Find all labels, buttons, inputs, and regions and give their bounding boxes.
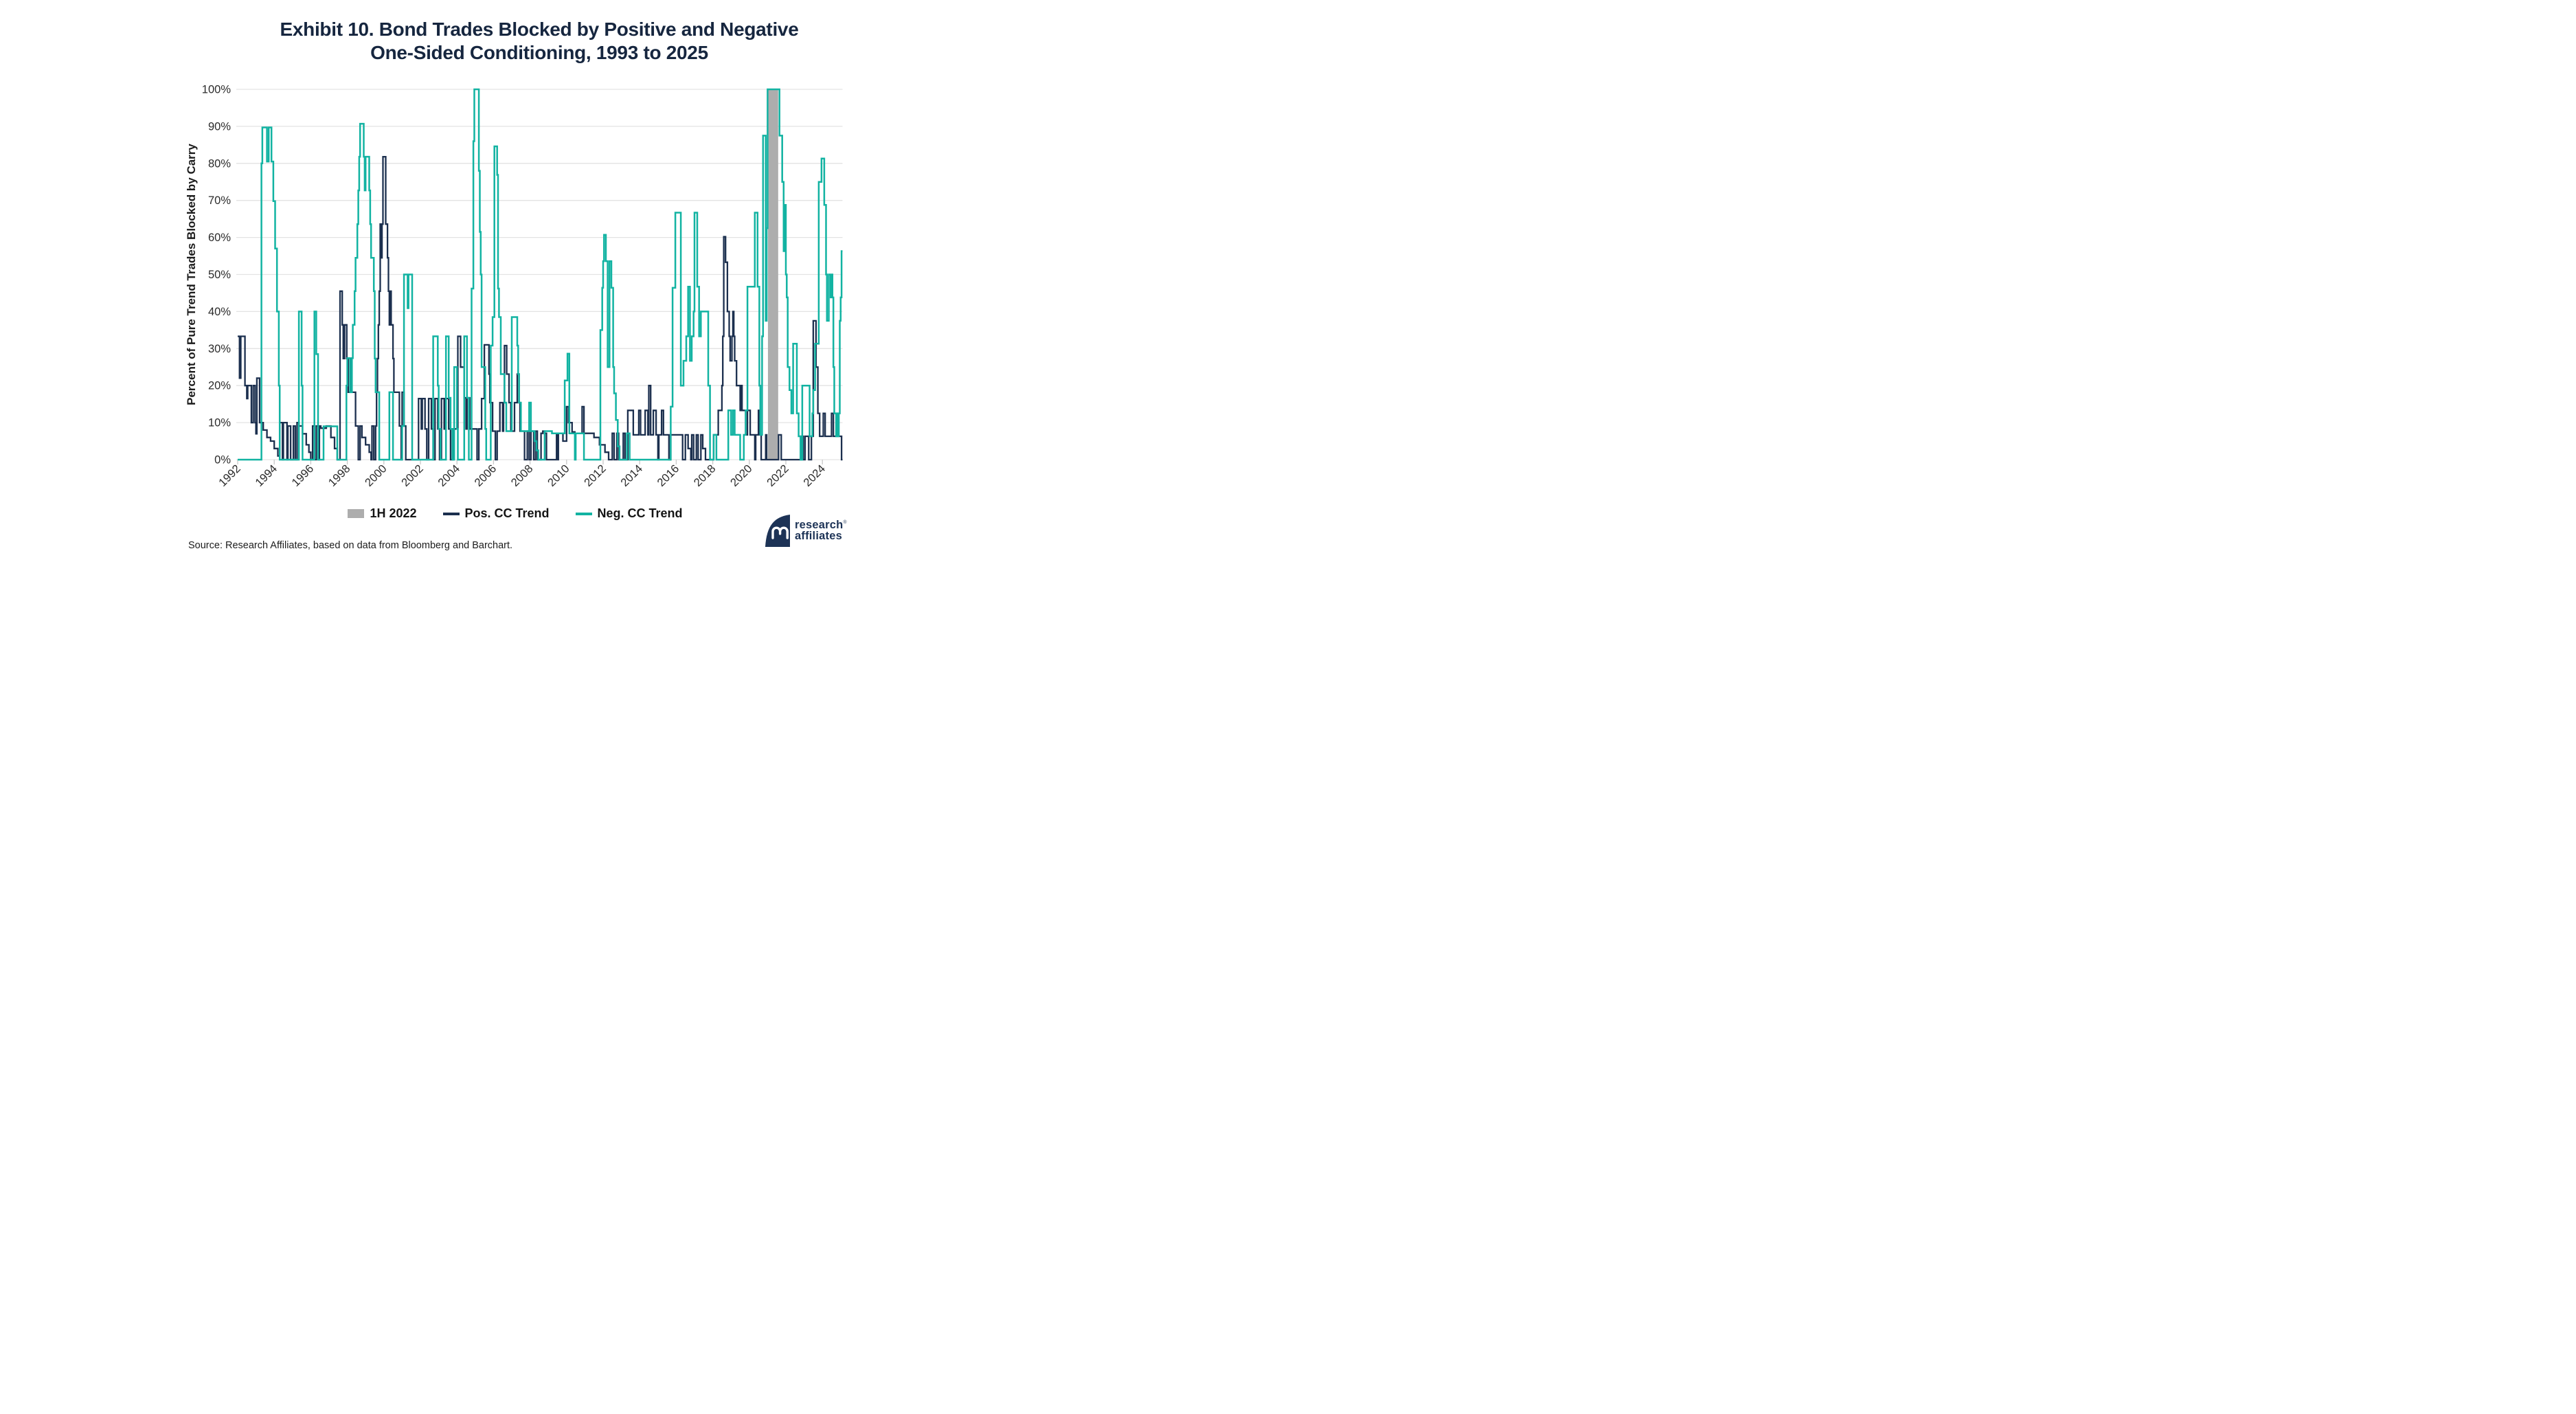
- ra-logo-registered-mark: ®: [843, 519, 847, 525]
- legend-item-neg-cc-trend: Neg. CC Trend: [575, 506, 683, 521]
- legend-label-neg-cc-trend: Neg. CC Trend: [597, 506, 683, 520]
- ra-logo-text: research® affiliates: [795, 518, 847, 542]
- series-pos-cc-trend: [238, 155, 843, 461]
- y-axis-title: Percent of Pure Trend Trades Blocked by …: [185, 144, 198, 405]
- highlight-band-1h-2022: [767, 89, 778, 460]
- legend-item-1h-2022: 1H 2022: [348, 506, 417, 521]
- x-tick-label-1996: 1996: [290, 462, 317, 489]
- legend-item-pos-cc-trend: Pos. CC Trend: [442, 506, 550, 521]
- y-tick-label-20: 20%: [208, 380, 231, 392]
- x-tick-label-2002: 2002: [399, 462, 426, 489]
- exhibit-chart: Exhibit 10. Bond Trades Blocked by Posit…: [0, 0, 1030, 565]
- chart-plot-area: 0% 10% 20% 30% 40% 50% 60% 70% 80% 90% 100% 1992 199…: [185, 84, 843, 489]
- ra-logo-icon: [765, 515, 790, 547]
- x-tick-label-2016: 2016: [655, 462, 682, 489]
- legend-swatch-1h-2022: [348, 509, 365, 518]
- x-tick-label-2000: 2000: [363, 462, 389, 489]
- y-tick-label-10: 10%: [208, 417, 231, 429]
- chart-title-line2: One-Sided Conditioning, 1993 to 2025: [370, 42, 708, 64]
- source-note: Source: Research Affiliates, based on da…: [188, 540, 513, 551]
- y-tick-label-70: 70%: [208, 194, 231, 207]
- y-tick-label-0: 0%: [214, 454, 231, 467]
- x-tick-label-2022: 2022: [765, 462, 791, 489]
- y-tick-label-40: 40%: [208, 306, 231, 318]
- legend-label-1h-2022: 1H 2022: [370, 506, 417, 520]
- chart-title: Exhibit 10. Bond Trades Blocked by Posit…: [48, 18, 1030, 65]
- research-affiliates-logo: research® affiliates: [765, 515, 849, 547]
- y-tick-label-80: 80%: [208, 157, 231, 170]
- x-tick-label-1992: 1992: [216, 462, 243, 489]
- x-tick-label-2006: 2006: [473, 462, 499, 489]
- x-tick-label-1998: 1998: [326, 462, 353, 489]
- legend-swatch-pos-cc-trend: [442, 512, 460, 515]
- x-tick-label-2024: 2024: [801, 462, 828, 489]
- x-tick-label-2012: 2012: [582, 462, 609, 489]
- ra-logo-line1: research: [795, 518, 844, 531]
- ra-logo-line2: affiliates: [795, 529, 842, 542]
- chart-title-line1: Exhibit 10. Bond Trades Blocked by Posit…: [280, 19, 799, 40]
- x-tick-label-2010: 2010: [545, 462, 572, 489]
- x-tick-label-2014: 2014: [618, 462, 645, 489]
- series-neg-cc-trend: [238, 88, 843, 461]
- legend-label-pos-cc-trend: Pos. CC Trend: [464, 506, 550, 520]
- legend-swatch-neg-cc-trend: [575, 512, 592, 515]
- x-tick-label-2018: 2018: [692, 462, 719, 489]
- x-tick-label-2004: 2004: [436, 462, 462, 489]
- x-tick-label-2020: 2020: [728, 462, 755, 489]
- y-tick-label-60: 60%: [208, 232, 231, 244]
- y-tick-label-100: 100%: [202, 84, 231, 96]
- y-tick-label-30: 30%: [208, 343, 231, 355]
- chart-legend: 1H 2022 Pos. CC Trend Neg. CC Trend: [0, 506, 1030, 521]
- y-tick-label-90: 90%: [208, 120, 231, 133]
- x-tick-label-1994: 1994: [253, 462, 280, 489]
- x-tick-label-2008: 2008: [509, 462, 536, 489]
- y-tick-label-50: 50%: [208, 269, 231, 281]
